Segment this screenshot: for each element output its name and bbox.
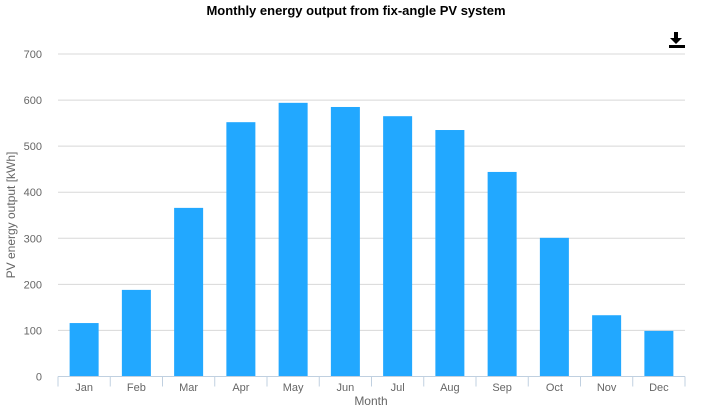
bar-mar — [174, 207, 204, 377]
y-tick-label: 300 — [24, 233, 42, 245]
x-tick-label: Mar — [179, 382, 198, 394]
x-tick-label: Nov — [597, 382, 617, 394]
x-tick-label: Dec — [649, 382, 669, 394]
bar-apr — [226, 122, 256, 377]
y-tick-label: 100 — [24, 325, 42, 337]
x-tick-label: Jun — [337, 382, 355, 394]
x-tick-label: May — [283, 382, 304, 394]
x-axis-label: Month — [354, 394, 387, 407]
y-tick-label: 700 — [24, 49, 42, 61]
x-tick-label: Feb — [127, 382, 146, 394]
y-tick-label: 600 — [24, 95, 42, 107]
bar-aug — [435, 130, 465, 377]
bar-jul — [383, 116, 413, 377]
y-tick-label: 0 — [36, 372, 42, 384]
x-tick-label: Apr — [232, 382, 249, 394]
x-tick-label: Jul — [391, 382, 405, 394]
bar-dec — [644, 330, 674, 377]
y-tick-label: 500 — [24, 141, 42, 153]
y-tick-label: 200 — [24, 279, 42, 291]
bar-oct — [539, 237, 569, 377]
x-tick-label: Jan — [75, 382, 93, 394]
bar-may — [278, 102, 308, 377]
bar-feb — [121, 289, 151, 377]
chart-title: Monthly energy output from fix-angle PV … — [206, 3, 505, 18]
download-icon — [669, 32, 685, 48]
x-tick-label: Aug — [440, 382, 460, 394]
download-button[interactable] — [664, 28, 688, 50]
y-tick-label: 400 — [24, 187, 42, 199]
bar-nov — [592, 315, 622, 377]
x-tick-label: Sep — [492, 382, 512, 394]
bar-jan — [69, 323, 99, 377]
x-tick-label: Oct — [546, 382, 563, 394]
bar-jun — [330, 106, 360, 377]
y-axis-label: PV energy output [kWh] — [4, 152, 18, 279]
bar-sep — [487, 171, 517, 377]
